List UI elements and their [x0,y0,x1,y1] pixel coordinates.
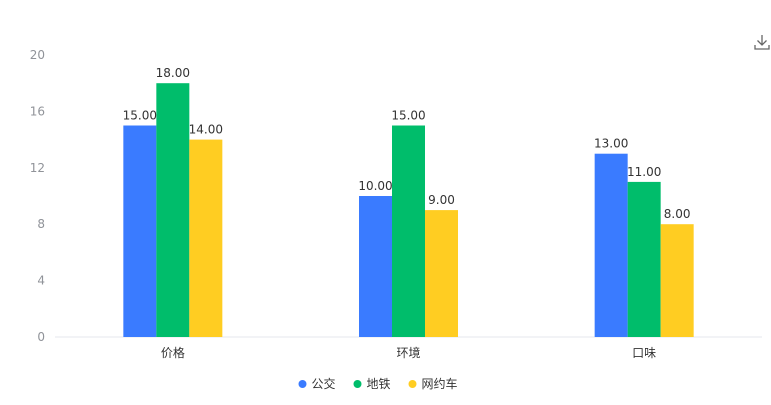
bar-value-label: 10.00 [358,179,392,193]
bar[interactable] [594,153,628,337]
y-tick-label: 20 [30,48,45,62]
bar[interactable] [425,210,458,337]
legend-marker [408,380,417,388]
bars [123,83,694,338]
bar[interactable] [359,196,392,337]
bar-value-label: 9.00 [428,193,455,207]
legend-label: 公交 [312,376,336,391]
bar[interactable] [156,83,190,337]
legend[interactable]: 公交 地铁 网约车 [298,376,458,391]
bar[interactable] [627,181,661,337]
y-tick-label: 0 [37,330,45,344]
legend-item[interactable]: 网约车 [408,376,458,391]
y-tick-label: 16 [30,104,45,118]
data-labels: 15.00 18.00 14.00 10.00 15.00 9.00 13.00 11.00 8… [123,66,691,221]
bar[interactable] [189,139,223,337]
legend-marker [353,380,362,388]
download-icon [754,35,770,50]
y-axis: 0 4 8 12 16 20 [30,48,45,344]
x-axis-labels: 价格 环境 口味 [161,345,656,360]
legend-label: 网约车 [422,376,458,391]
bar-value-label: 13.00 [594,137,628,151]
bar[interactable] [392,125,425,338]
x-tick-label: 口味 [632,346,656,360]
legend-marker [298,380,307,388]
bar-value-label: 11.00 [627,165,661,179]
x-tick-label: 价格 [161,345,185,360]
bar-value-label: 15.00 [391,109,425,123]
bar[interactable] [123,125,157,338]
y-tick-label: 8 [37,217,45,231]
bar-value-label: 15.00 [123,109,157,123]
legend-item[interactable]: 地铁 [353,377,391,391]
bar-value-label: 14.00 [189,123,223,137]
y-tick-label: 12 [30,161,45,175]
download-button[interactable] [752,32,771,52]
y-tick-label: 4 [37,274,45,288]
legend-item[interactable]: 公交 [298,376,336,391]
legend-label: 地铁 [367,377,391,391]
bar-value-label: 8.00 [664,207,691,221]
x-tick-label: 环境 [396,345,420,360]
bar[interactable] [660,224,694,337]
bar-value-label: 18.00 [156,66,190,80]
